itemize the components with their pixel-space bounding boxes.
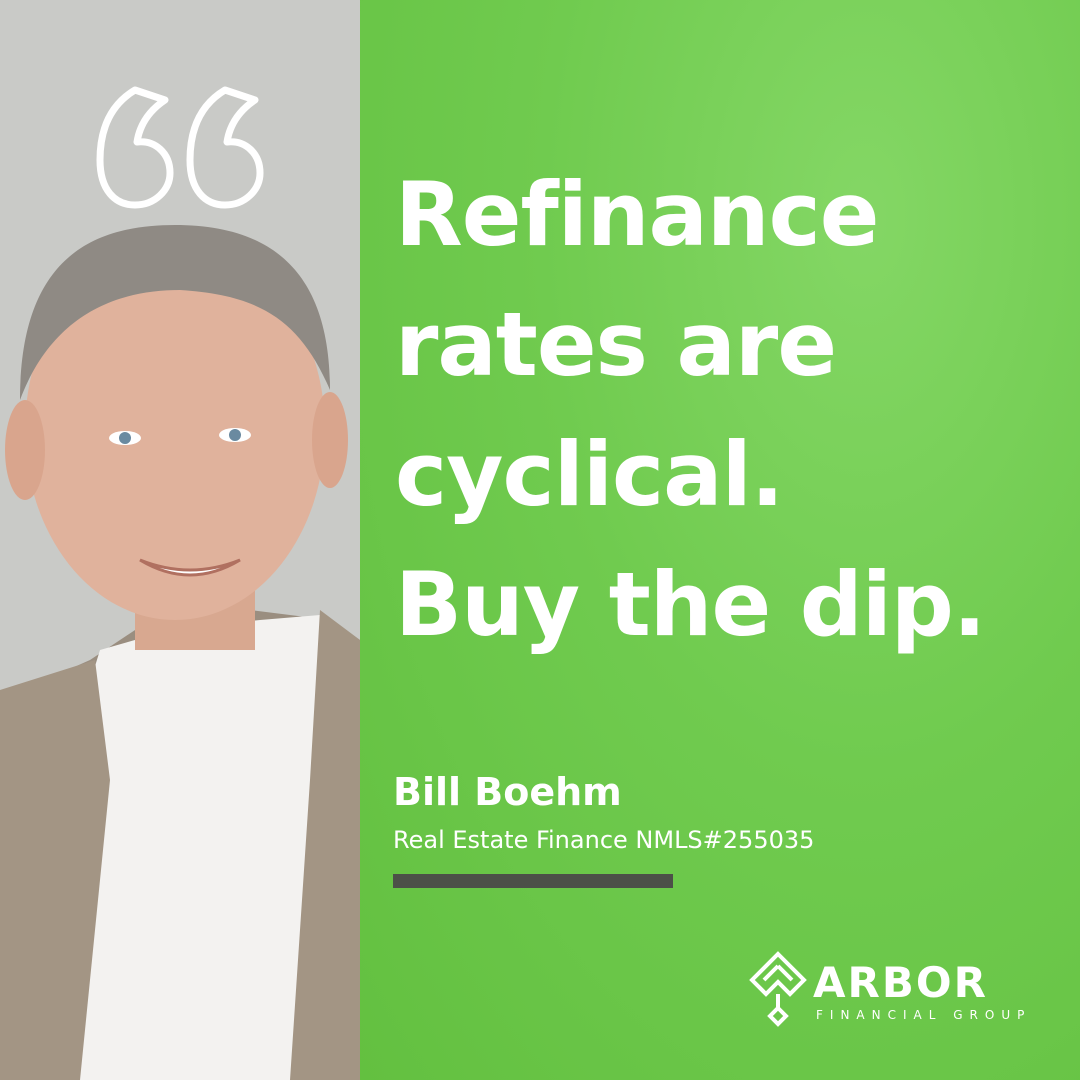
logo-subtitle: FINANCIAL GROUP: [816, 1008, 1032, 1022]
arbor-logo-icon: [749, 951, 807, 1027]
person-title: Real Estate Finance NMLS#255035: [393, 826, 815, 854]
quote-line: cyclical.: [395, 423, 784, 526]
quote-mark-icon: [96, 86, 264, 209]
quote-line: Buy the dip.: [395, 553, 986, 656]
person-name: Bill Boehm: [393, 770, 622, 814]
arbor-logo: ARBOR FINANCIAL GROUP: [748, 950, 1038, 1030]
divider-bar: [393, 874, 673, 888]
quote-text: Refinance rates are cyclical. Buy the di…: [395, 150, 986, 670]
logo-wordmark: ARBOR: [813, 958, 988, 1007]
quote-line: rates are: [395, 293, 837, 396]
quote-panel: [360, 0, 1080, 1080]
portrait-photo: [0, 225, 360, 1080]
quote-line: Refinance: [395, 163, 879, 266]
photo-panel: [0, 0, 360, 1080]
